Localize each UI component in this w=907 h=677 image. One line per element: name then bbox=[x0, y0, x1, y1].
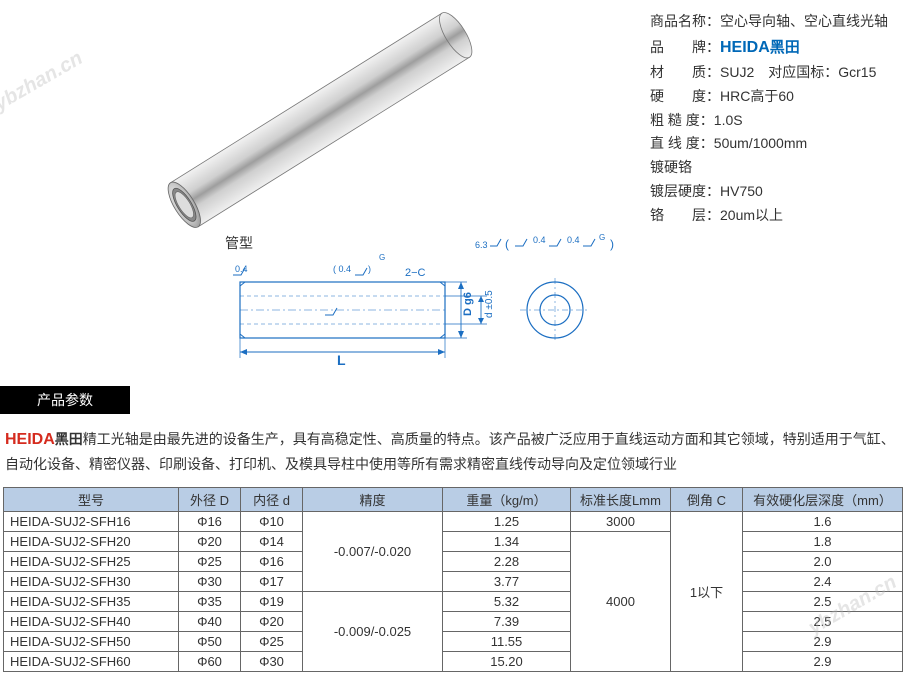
svg-text:G: G bbox=[379, 253, 385, 262]
table-row: HEIDA-SUJ2-SFH16Φ16Φ10-0.007/-0.0201.253… bbox=[4, 511, 903, 531]
cell-model: HEIDA-SUJ2-SFH40 bbox=[4, 611, 179, 631]
cell-weight: 11.55 bbox=[443, 631, 571, 651]
svg-text:0.4: 0.4 bbox=[567, 235, 580, 245]
cell-inner-d: Φ25 bbox=[241, 631, 303, 651]
cell-length: 3000 bbox=[571, 511, 671, 531]
spec-straightness: 直 线 度：50um/1000mm bbox=[650, 132, 897, 156]
th-weight: 重量（kg/m） bbox=[443, 487, 571, 511]
spec-name: 商品名称：空心导向轴、空心直线光轴 bbox=[650, 10, 897, 34]
cell-model: HEIDA-SUJ2-SFH20 bbox=[4, 531, 179, 551]
cell-length: 4000 bbox=[571, 531, 671, 671]
cell-inner-d: Φ30 bbox=[241, 651, 303, 671]
cell-model: HEIDA-SUJ2-SFH60 bbox=[4, 651, 179, 671]
table-row: HEIDA-SUJ2-SFH50Φ50Φ25 11.55 2.9 bbox=[4, 631, 903, 651]
cell-weight: 1.25 bbox=[443, 511, 571, 531]
cell-depth: 1.6 bbox=[743, 511, 903, 531]
cell-model: HEIDA-SUJ2-SFH25 bbox=[4, 551, 179, 571]
cell-outer-d: Φ50 bbox=[179, 631, 241, 651]
cell-depth: 1.8 bbox=[743, 531, 903, 551]
cell-precision: -0.009/-0.025 bbox=[303, 591, 443, 671]
cell-outer-d: Φ16 bbox=[179, 511, 241, 531]
cell-outer-d: Φ60 bbox=[179, 651, 241, 671]
table-row: HEIDA-SUJ2-SFH25Φ25Φ16 2.28 2.0 bbox=[4, 551, 903, 571]
th-precision: 精度 bbox=[303, 487, 443, 511]
spec-hardness: 硬 度：HRC高于60 bbox=[650, 85, 897, 109]
svg-text:0.4: 0.4 bbox=[235, 264, 248, 274]
cell-weight: 1.34 bbox=[443, 531, 571, 551]
cell-model: HEIDA-SUJ2-SFH35 bbox=[4, 591, 179, 611]
cell-model: HEIDA-SUJ2-SFH30 bbox=[4, 571, 179, 591]
cell-inner-d: Φ20 bbox=[241, 611, 303, 631]
cell-outer-d: Φ35 bbox=[179, 591, 241, 611]
svg-text:0.4: 0.4 bbox=[533, 235, 546, 245]
th-outer-d: 外径 D bbox=[179, 487, 241, 511]
diagram-type-label: 管型 bbox=[225, 235, 253, 251]
cell-outer-d: Φ20 bbox=[179, 531, 241, 551]
cell-inner-d: Φ19 bbox=[241, 591, 303, 611]
th-length: 标准长度Lmm bbox=[571, 487, 671, 511]
svg-text:( 0.4: ( 0.4 bbox=[333, 264, 351, 274]
table-row: HEIDA-SUJ2-SFH30Φ30Φ17 3.77 2.4 bbox=[4, 571, 903, 591]
table-header-row: 型号 外径 D 内径 d 精度 重量（kg/m） 标准长度Lmm 倒角 C 有效… bbox=[4, 487, 903, 511]
th-inner-d: 内径 d bbox=[241, 487, 303, 511]
spec-chrome-layer: 铬 层：20um以上 bbox=[650, 204, 897, 228]
th-depth: 有效硬化层深度（mm） bbox=[743, 487, 903, 511]
cell-depth: 2.5 bbox=[743, 591, 903, 611]
cell-outer-d: Φ25 bbox=[179, 551, 241, 571]
svg-text:): ) bbox=[610, 237, 614, 251]
dim-d-inner: d ±0.5 bbox=[484, 290, 495, 318]
cell-depth: 2.4 bbox=[743, 571, 903, 591]
svg-text:6.3: 6.3 bbox=[475, 240, 488, 250]
desc-brand-red: HEIDA bbox=[5, 431, 55, 448]
cell-model: HEIDA-SUJ2-SFH16 bbox=[4, 511, 179, 531]
cell-depth: 2.9 bbox=[743, 651, 903, 671]
svg-text:(: ( bbox=[505, 237, 509, 251]
th-chamfer: 倒角 C bbox=[671, 487, 743, 511]
product-illustration bbox=[10, 5, 630, 235]
spec-chrome: 镀硬铬 bbox=[650, 156, 897, 180]
table-row: HEIDA-SUJ2-SFH40Φ40Φ20 7.39 2.5 bbox=[4, 611, 903, 631]
cell-chamfer: 1以下 bbox=[671, 511, 743, 671]
svg-text:): ) bbox=[368, 264, 371, 274]
cell-inner-d: Φ17 bbox=[241, 571, 303, 591]
cell-weight: 5.32 bbox=[443, 591, 571, 611]
product-description: HEIDA黑田精工光轴是由最先进的设备生产，具有高稳定性、高质量的特点。该产品被… bbox=[0, 414, 907, 487]
cell-inner-d: Φ16 bbox=[241, 551, 303, 571]
cell-weight: 7.39 bbox=[443, 611, 571, 631]
spec-chrome-hardness: 镀层硬度：HV750 bbox=[650, 180, 897, 204]
cell-depth: 2.9 bbox=[743, 631, 903, 651]
cell-outer-d: Φ30 bbox=[179, 571, 241, 591]
top-region: 商品名称：空心导向轴、空心直线光轴 品 牌：HEIDA黑田 材 质：SUJ2 对… bbox=[0, 0, 907, 235]
cell-inner-d: Φ14 bbox=[241, 531, 303, 551]
spec-table: 型号 外径 D 内径 d 精度 重量（kg/m） 标准长度Lmm 倒角 C 有效… bbox=[3, 487, 903, 672]
cell-weight: 2.28 bbox=[443, 551, 571, 571]
dim-l: L bbox=[337, 352, 346, 368]
chamfer-label: 2−C bbox=[405, 267, 426, 279]
spec-list: 商品名称：空心导向轴、空心直线光轴 品 牌：HEIDA黑田 材 质：SUJ2 对… bbox=[630, 5, 897, 235]
table-row: HEIDA-SUJ2-SFH20Φ20Φ141.3440001.8 bbox=[4, 531, 903, 551]
cell-depth: 2.0 bbox=[743, 551, 903, 571]
cell-depth: 2.5 bbox=[743, 611, 903, 631]
params-title: 产品参数 bbox=[0, 386, 130, 414]
table-row: HEIDA-SUJ2-SFH35Φ35Φ19-0.009/-0.0255.322… bbox=[4, 591, 903, 611]
spec-roughness: 粗 糙 度：1.0S bbox=[650, 109, 897, 133]
cell-model: HEIDA-SUJ2-SFH50 bbox=[4, 631, 179, 651]
technical-diagram: 管型 0.4 ( 0.4 ) G 2−C 6.3 ( 0.4 0.4 G ) bbox=[0, 230, 907, 378]
spec-material: 材 质：SUJ2 对应国标：Gcr15 bbox=[650, 61, 897, 85]
cell-outer-d: Φ40 bbox=[179, 611, 241, 631]
brand-name-blue: HEIDA bbox=[720, 39, 770, 56]
table-row: HEIDA-SUJ2-SFH60Φ60Φ30 15.20 2.9 bbox=[4, 651, 903, 671]
cell-weight: 3.77 bbox=[443, 571, 571, 591]
cell-weight: 15.20 bbox=[443, 651, 571, 671]
th-model: 型号 bbox=[4, 487, 179, 511]
cell-inner-d: Φ10 bbox=[241, 511, 303, 531]
cell-precision: -0.007/-0.020 bbox=[303, 511, 443, 591]
spec-brand: 品 牌：HEIDA黑田 bbox=[650, 34, 897, 61]
